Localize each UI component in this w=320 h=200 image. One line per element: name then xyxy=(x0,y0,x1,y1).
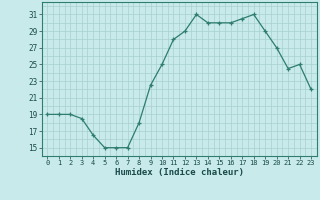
X-axis label: Humidex (Indice chaleur): Humidex (Indice chaleur) xyxy=(115,168,244,177)
